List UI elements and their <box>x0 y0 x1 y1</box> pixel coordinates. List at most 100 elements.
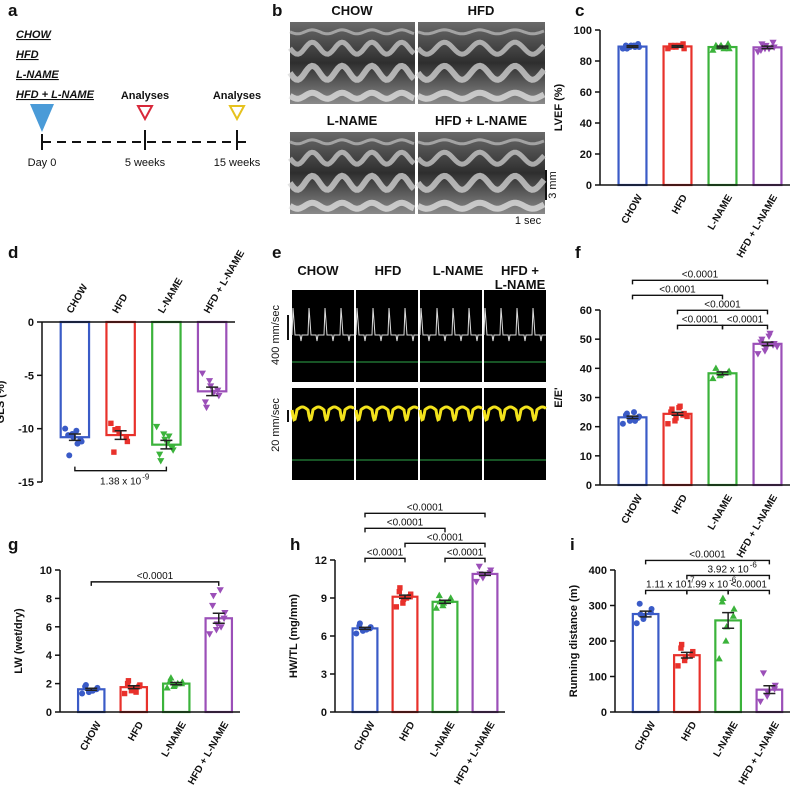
echo-wall <box>289 138 415 146</box>
data-point <box>712 364 720 371</box>
bar <box>59 320 91 439</box>
data-point <box>156 451 164 459</box>
bar <box>714 619 743 714</box>
y-tick-label: -5 <box>24 370 34 382</box>
x-tick-label: L-NAME <box>160 720 189 759</box>
error-bar <box>761 341 774 347</box>
y-tick-label: 10 <box>40 565 52 577</box>
data-point <box>633 620 640 627</box>
y-tick-label: 100 <box>574 25 592 37</box>
data-point <box>163 684 171 691</box>
data-point <box>678 645 684 651</box>
doppler-trace <box>483 307 546 342</box>
y-tick-label: 30 <box>580 393 592 405</box>
data-point <box>206 631 214 638</box>
group-label: L-NAME <box>16 69 59 81</box>
data-point <box>754 351 762 358</box>
y-tick-label: 6 <box>46 622 52 634</box>
data-point <box>766 330 774 338</box>
start-marker <box>30 104 54 132</box>
data-point <box>637 611 644 618</box>
echo-wall <box>417 138 545 146</box>
p-value: <0.0001 <box>727 314 764 325</box>
p-value: <0.0001 <box>682 269 719 280</box>
data-point <box>205 378 214 385</box>
significance-bracket <box>676 309 769 315</box>
x-tick-label: HFD + L-NAME <box>735 193 780 260</box>
bar <box>196 320 228 393</box>
doppler-image <box>292 290 354 382</box>
p-value: <0.0001 <box>447 547 484 558</box>
error-bar <box>761 45 774 50</box>
significance-bracket <box>644 589 688 595</box>
data-point <box>209 592 218 600</box>
bar <box>617 416 648 487</box>
doppler-trace <box>482 405 547 422</box>
data-point <box>353 630 360 637</box>
data-point <box>121 690 128 697</box>
data-point <box>112 427 118 433</box>
x-tick-label: HFD <box>398 720 418 743</box>
error-bar <box>626 415 639 420</box>
doppler-image <box>420 388 482 480</box>
image-label: CHOW <box>297 263 339 278</box>
y-tick-label: 4 <box>46 650 53 662</box>
image-label: HFD + <box>501 263 539 278</box>
y-tick-label: 80 <box>580 56 592 68</box>
data-point <box>487 567 495 574</box>
doppler-trace <box>419 307 482 342</box>
significance-bracket <box>364 557 406 563</box>
p-value: <0.0001 <box>704 299 741 310</box>
error-bar <box>680 651 693 659</box>
p-value: <0.0001 <box>427 532 464 543</box>
x-tick-label: HFD + L-NAME <box>202 248 247 315</box>
p-value: <0.0001 <box>731 579 768 590</box>
error-bar <box>399 594 411 600</box>
x-tick-label: CHOW <box>352 720 378 753</box>
group-label: CHOW <box>16 29 52 41</box>
scale-label: 1 sec <box>515 215 542 227</box>
data-point <box>681 410 687 417</box>
image-label: HFD + L-NAME <box>435 113 527 128</box>
panel-letter: e <box>272 243 281 262</box>
analysis-label: Analyses <box>121 90 169 102</box>
data-point <box>400 596 407 602</box>
data-point <box>769 39 777 47</box>
data-point <box>763 693 771 700</box>
panel-letter: a <box>8 1 18 20</box>
echo-wall <box>416 199 546 212</box>
p-value: <0.0001 <box>659 284 696 295</box>
data-point <box>108 420 114 427</box>
data-point <box>681 657 688 664</box>
doppler-trace <box>354 405 419 422</box>
data-point <box>215 393 223 400</box>
data-point <box>396 588 402 595</box>
y-tick-label: 0 <box>586 180 592 192</box>
y-tick-label: -15 <box>18 477 34 489</box>
y-tick-label: 50 <box>580 334 592 346</box>
bar <box>752 46 783 187</box>
image-label: L-NAME <box>433 263 484 278</box>
y-tick-label: 20 <box>580 422 592 434</box>
data-point <box>393 604 399 610</box>
x-tick-label: L-NAME <box>712 720 741 759</box>
p-value: <0.0001 <box>367 547 404 558</box>
echo-wall <box>288 149 416 167</box>
data-point <box>636 600 643 607</box>
data-point <box>73 427 80 434</box>
p-value: <0.0001 <box>137 571 174 582</box>
doppler-trace <box>290 405 355 422</box>
image-label: HFD <box>375 263 402 278</box>
data-point <box>665 45 671 52</box>
echo-wall <box>416 39 546 57</box>
data-point <box>632 417 639 424</box>
y-tick-label: 3 <box>321 669 327 681</box>
data-point <box>165 433 173 440</box>
x-tick-label: CHOW <box>65 282 91 315</box>
y-tick-label: 20 <box>580 149 592 161</box>
data-point <box>673 415 679 421</box>
data-point <box>619 420 626 427</box>
data-point <box>124 438 131 445</box>
doppler-trace <box>291 307 354 342</box>
